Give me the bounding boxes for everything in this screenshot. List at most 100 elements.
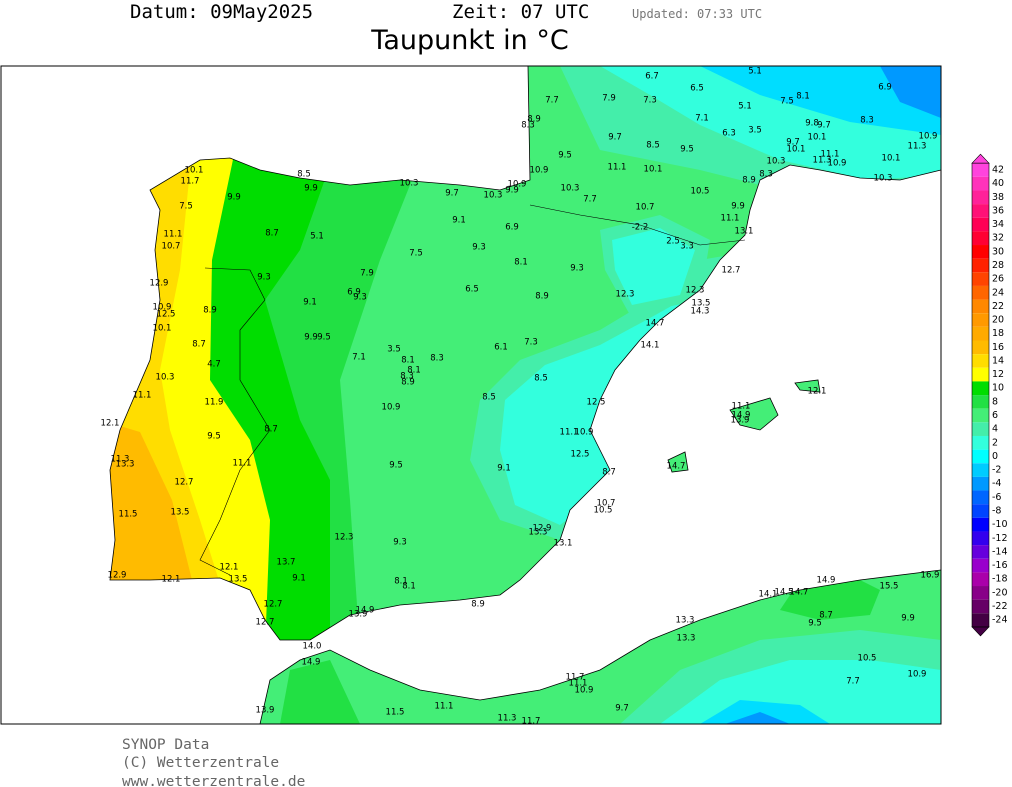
colorbar-label: 16: [992, 342, 1004, 353]
map-title: Taupunkt in °C: [370, 25, 568, 56]
colorbar-label: -16: [992, 560, 1008, 571]
station-value: 10.9: [508, 180, 527, 190]
colorbar-cell: [972, 599, 989, 614]
colorbar-cell: [972, 285, 989, 300]
station-value: 10.3: [484, 191, 503, 201]
station-value: 9.1: [292, 574, 306, 584]
colorbar-cell: [972, 422, 989, 436]
station-value: 10.9: [530, 166, 549, 176]
station-value: 8.9: [203, 306, 217, 316]
station-value: 7.7: [545, 96, 559, 106]
station-value: 9.7: [608, 133, 622, 143]
station-value: 10.1: [153, 324, 172, 334]
station-value: 12.3: [686, 286, 705, 296]
station-value: 14.7: [790, 588, 809, 598]
station-value: 12.3: [616, 290, 635, 300]
station-value: 11.1: [233, 459, 252, 469]
colorbar-label: -20: [992, 587, 1008, 598]
station-value: 6.9: [505, 223, 519, 233]
station-value: 9.7: [817, 121, 831, 131]
station-value: 9.5: [558, 151, 572, 161]
colorbar-cell: [972, 517, 989, 532]
colorbar-cell: [972, 245, 989, 259]
colorbar-label: -12: [992, 533, 1008, 544]
station-value: 10.9: [382, 403, 401, 413]
islands: [667, 379, 821, 473]
station-value: 6.9: [347, 288, 361, 298]
colorbar-label: 12: [992, 369, 1004, 380]
station-value: 12.1: [808, 387, 827, 397]
station-value: 8.7: [265, 229, 279, 239]
station-value: 3.5: [748, 126, 762, 136]
colorbar-cell: [972, 476, 989, 491]
station-value: 11.3: [498, 714, 517, 724]
station-value: 10.3: [156, 373, 175, 383]
map-area: 6.76.55.16.97.7 7.9 7.35.1 7.5 8.17.1 8.38.98…: [0, 65, 942, 727]
station-value: 8.7: [264, 425, 278, 435]
station-value: 11.3: [813, 156, 832, 166]
station-value: 9.3: [353, 293, 367, 303]
station-value: 5.1: [738, 102, 752, 112]
colorbar-label: 42: [992, 165, 1004, 176]
colorbar-cell: [972, 354, 989, 368]
updated-label: Updated: 07:33 UTC: [632, 7, 762, 21]
station-value: 13.9: [256, 706, 275, 716]
station-value: 7.3: [643, 96, 657, 106]
colorbar-label: 8: [992, 396, 998, 407]
time-label: Zeit: 07 UTC: [452, 1, 589, 23]
station-value: 9.9: [731, 202, 745, 212]
station-value: 8.7: [192, 340, 206, 350]
colorbar-cell: [972, 558, 989, 573]
station-value: 8.3: [430, 354, 444, 364]
station-value: 10.1: [644, 165, 663, 175]
station-value: 12.3: [335, 533, 354, 543]
station-value: 11.1: [608, 163, 627, 173]
station-value: 14.9: [356, 606, 375, 616]
station-value: 11.7: [181, 177, 200, 187]
station-value: 8.1: [401, 356, 415, 366]
footer-line: www.wetterzentrale.de: [122, 774, 305, 787]
station-value: 9.3: [570, 264, 584, 274]
station-value: 11.1: [821, 150, 840, 160]
station-value: 15.5: [880, 582, 899, 592]
footer-line: (C) Wetterzentrale: [122, 755, 279, 771]
colorbar-arrow: [971, 626, 990, 637]
station-value: 9.7: [786, 138, 800, 148]
colorbar-cell: [972, 449, 989, 464]
colorbar-cell: [972, 435, 989, 450]
station-value: 9.9: [304, 333, 318, 343]
station-value: 11.1: [721, 214, 740, 224]
station-value: 6.7: [645, 72, 659, 82]
station-value: 8.7: [602, 468, 616, 478]
colorbar-label: -10: [992, 519, 1008, 530]
station-value: 7.9: [360, 269, 374, 279]
station-value: 8.1: [796, 92, 810, 102]
station-value: 10.7: [162, 242, 181, 252]
station-value: 11.3: [111, 455, 130, 465]
station-value: 11.5: [386, 708, 405, 718]
colorbar-cell: [972, 381, 989, 396]
station-value: 7.7: [583, 195, 597, 205]
station-value: 10.7: [597, 499, 616, 509]
station-value: 12.7: [175, 478, 194, 488]
station-value: 7.5: [780, 97, 794, 107]
station-value: 14.9: [732, 411, 751, 421]
station-value: 5.1: [310, 232, 324, 242]
station-value: 12.7: [256, 618, 275, 628]
station-value: 13.3: [529, 528, 548, 538]
colorbar-cell: [972, 326, 989, 341]
colorbar-label: 2: [992, 437, 998, 448]
colorbar-cell: [972, 408, 989, 423]
station-value: 8.5: [646, 141, 660, 151]
station-value: 11.1: [133, 391, 152, 401]
station-value: 6.9: [878, 83, 892, 93]
station-value: 11.3: [908, 142, 927, 152]
station-value: 12.7: [722, 266, 741, 276]
station-value: 14.9: [302, 658, 321, 668]
station-value: 11.1: [435, 702, 454, 712]
colorbar-label: 32: [992, 233, 1004, 244]
station-value: 10.1: [882, 154, 901, 164]
colorbar-cell: [972, 313, 989, 327]
station-value: 9.9: [227, 193, 241, 203]
station-value: 10.1: [185, 166, 204, 176]
